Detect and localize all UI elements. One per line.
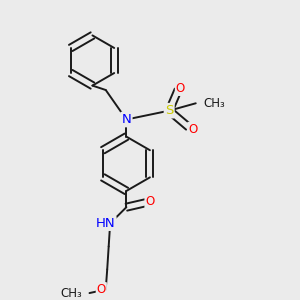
Text: O: O: [97, 283, 106, 296]
Text: CH₃: CH₃: [203, 97, 225, 110]
Text: O: O: [146, 195, 154, 208]
Text: CH₃: CH₃: [60, 286, 82, 300]
Text: O: O: [188, 123, 197, 136]
Text: N: N: [122, 113, 131, 126]
Text: HN: HN: [96, 217, 116, 230]
Text: O: O: [176, 82, 185, 95]
Text: S: S: [165, 104, 173, 117]
